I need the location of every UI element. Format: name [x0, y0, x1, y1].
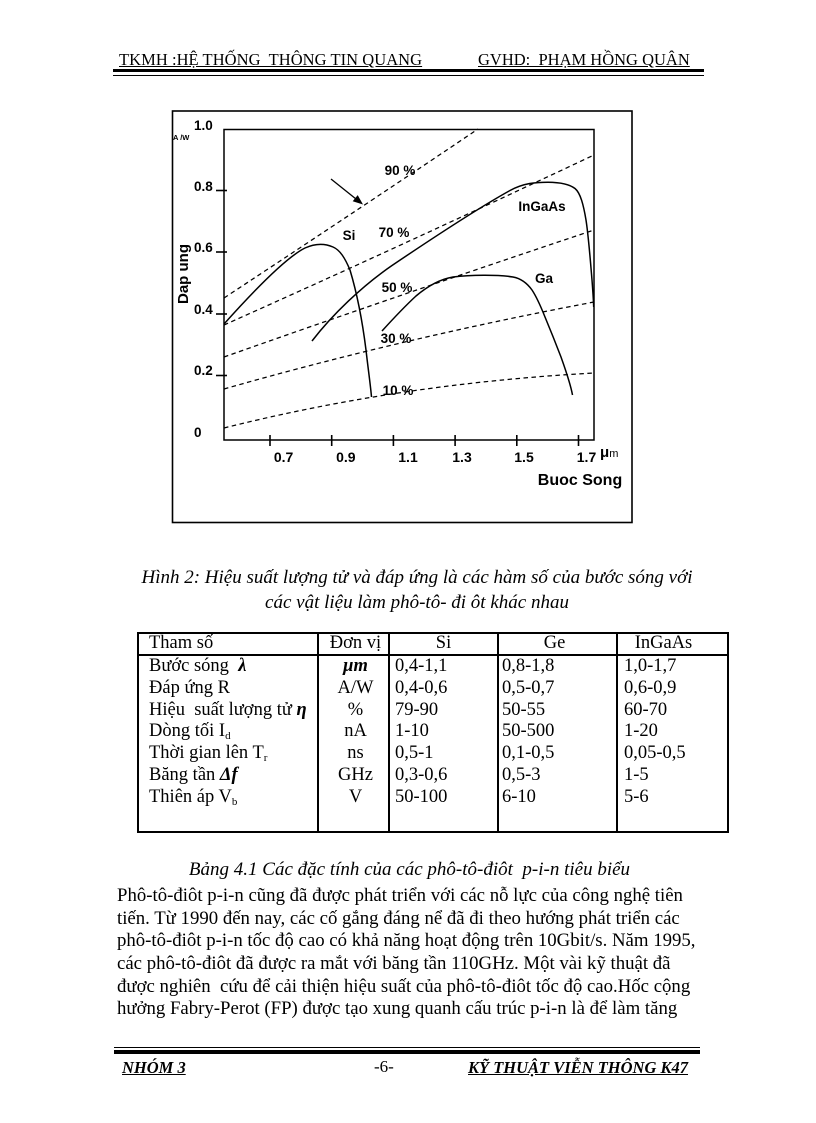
svg-text:A /W: A /W: [173, 133, 190, 142]
svg-text:30 %: 30 %: [381, 331, 412, 346]
svg-text:1.1: 1.1: [398, 449, 418, 465]
svg-text:0.8: 0.8: [194, 179, 213, 194]
svg-text:50 %: 50 %: [382, 280, 413, 295]
svg-text:90 %: 90 %: [385, 163, 416, 178]
svg-text:1.5: 1.5: [514, 449, 534, 465]
svg-text:0.6: 0.6: [194, 240, 213, 255]
svg-text:InGaAs: InGaAs: [518, 199, 565, 214]
svg-text:0.2: 0.2: [194, 363, 213, 378]
svg-text:1.3: 1.3: [452, 449, 472, 465]
svg-text:70 %: 70 %: [379, 225, 410, 240]
svg-text:0: 0: [194, 425, 202, 440]
svg-text:0.9: 0.9: [336, 449, 356, 465]
svg-text:1.0: 1.0: [194, 118, 213, 133]
svg-text:μm: μm: [600, 444, 618, 461]
svg-text:Dap ung: Dap ung: [175, 244, 192, 304]
svg-text:Buoc Song: Buoc Song: [538, 472, 622, 489]
svg-text:0.4: 0.4: [194, 302, 213, 317]
svg-text:Si: Si: [343, 228, 356, 243]
svg-text:1.7: 1.7: [577, 449, 597, 465]
svg-text:10 %: 10 %: [383, 383, 414, 398]
svg-text:Ga: Ga: [535, 271, 554, 286]
svg-text:0.7: 0.7: [274, 449, 294, 465]
